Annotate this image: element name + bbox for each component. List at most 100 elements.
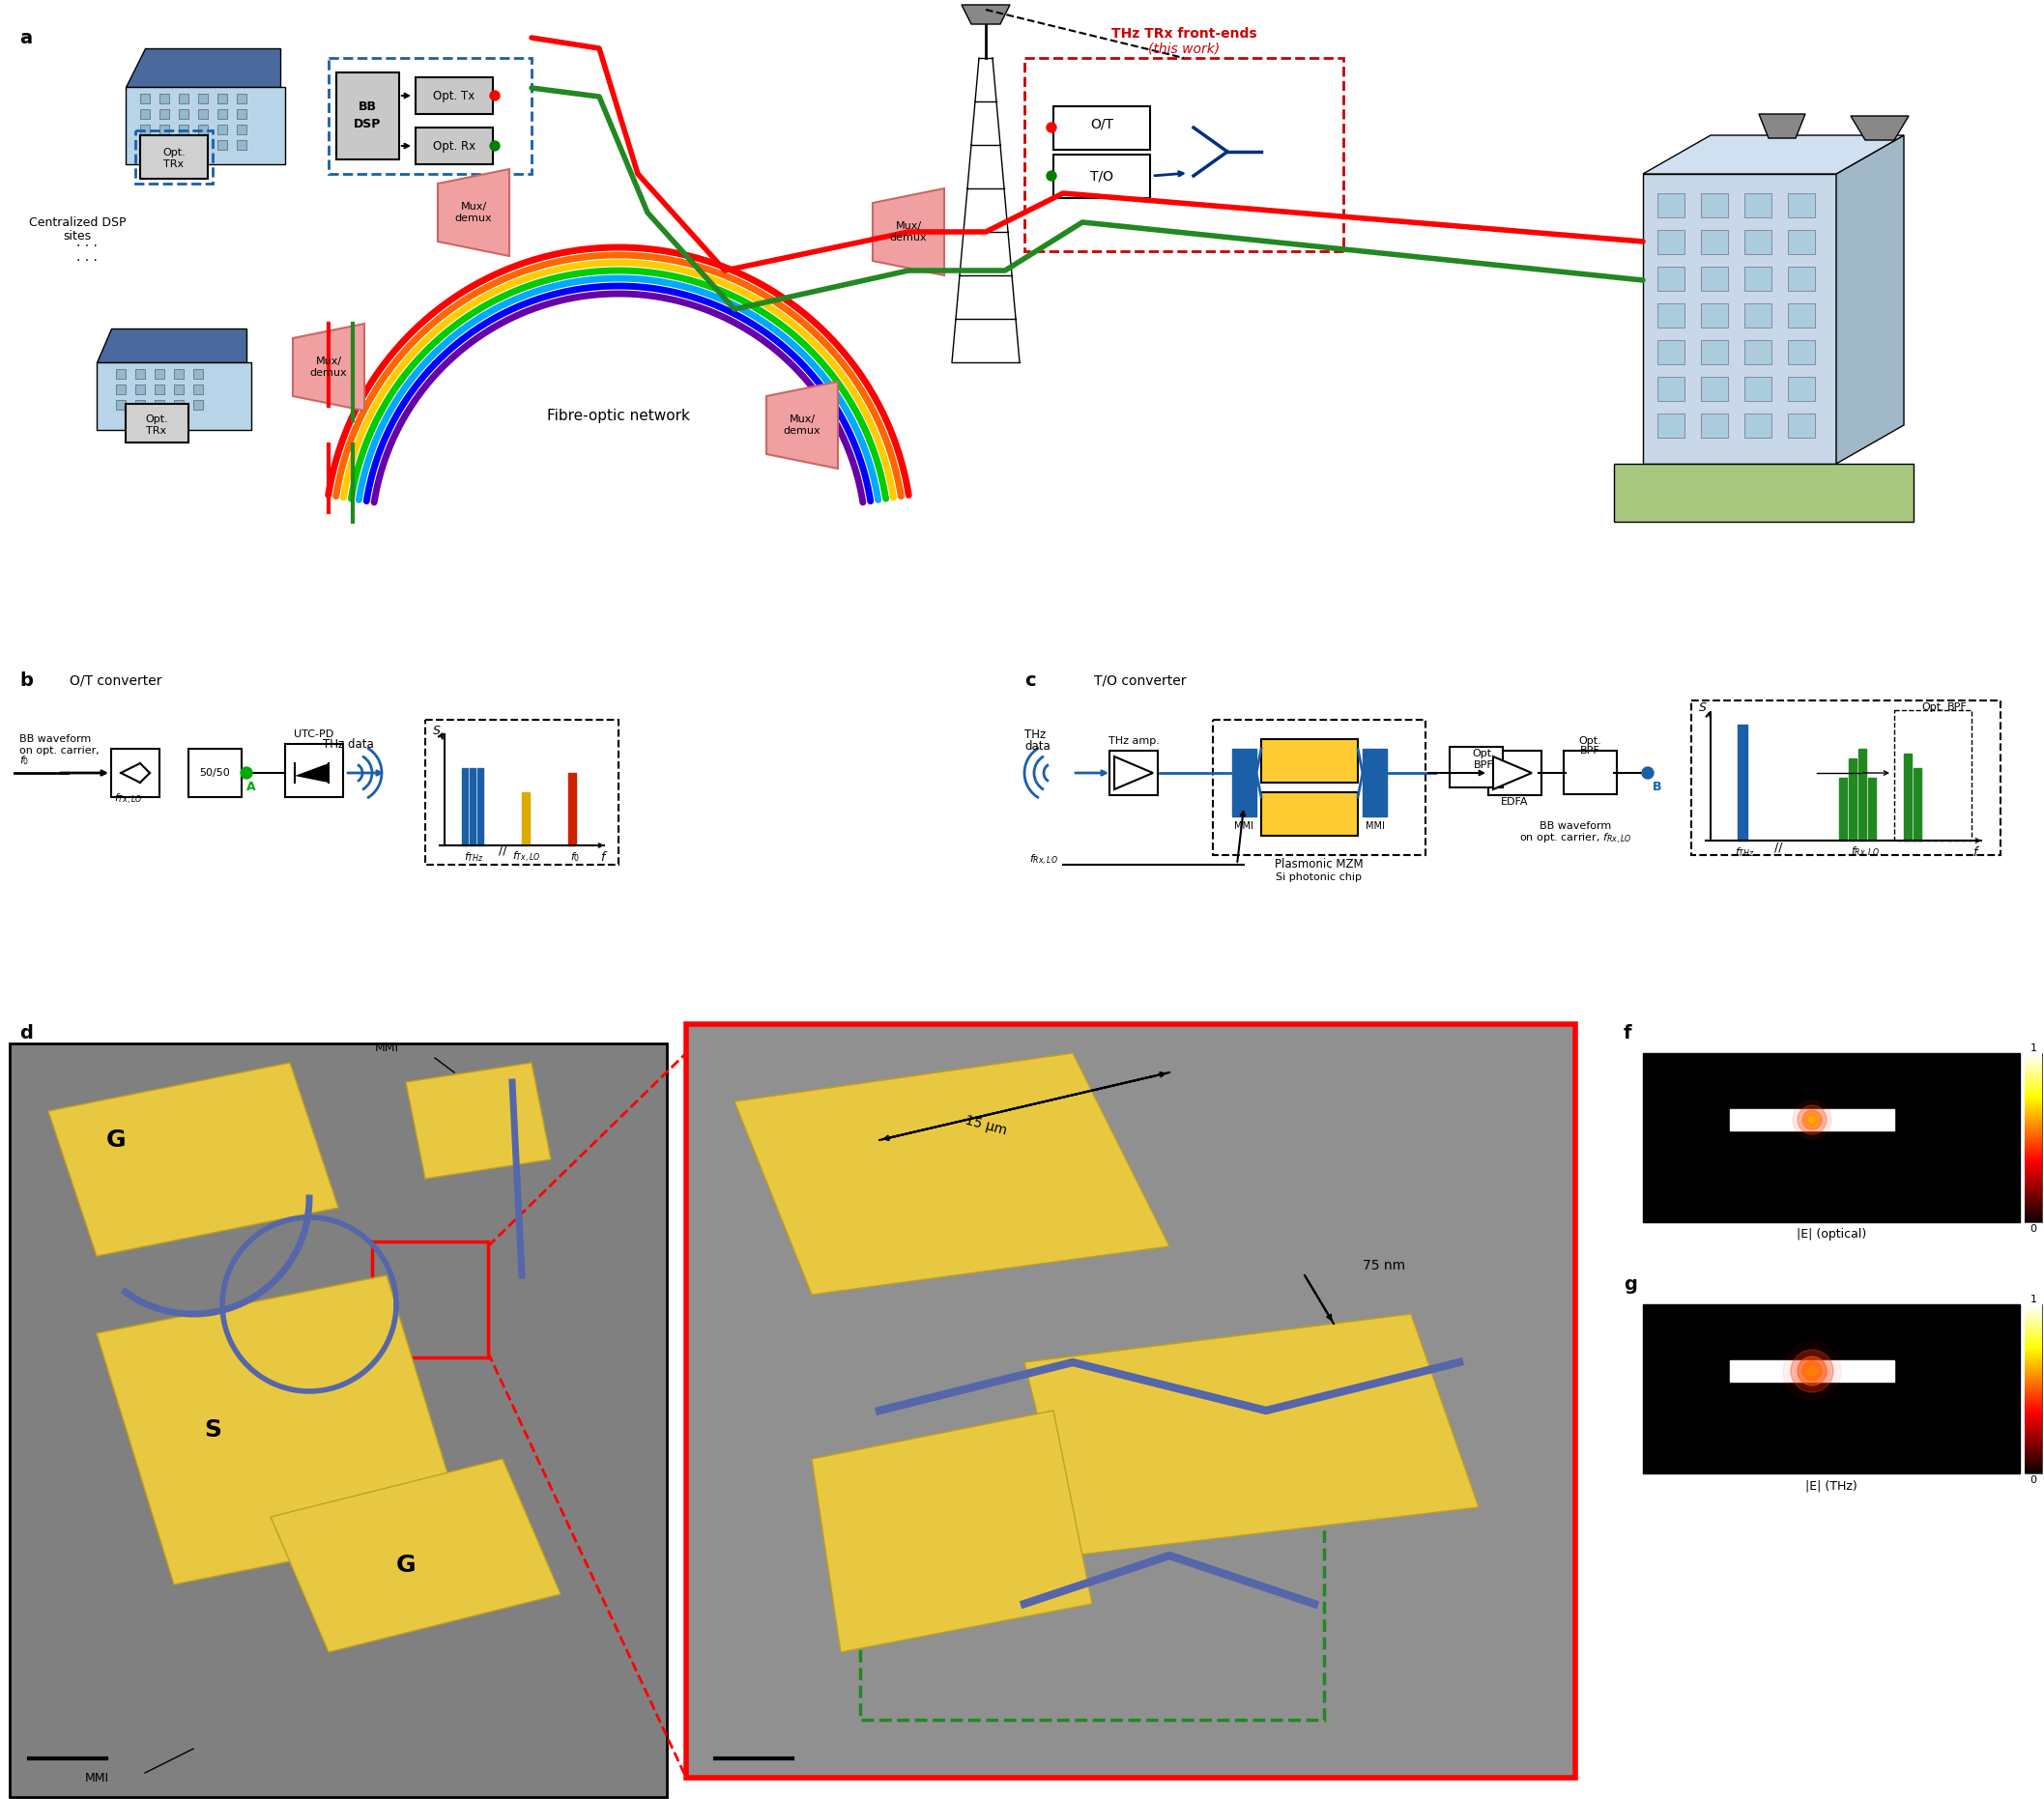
Bar (1741, 1304, 1746, 1308)
Bar (1891, 1392, 1895, 1396)
Bar (1907, 1409, 1911, 1412)
Bar (1862, 1331, 1866, 1335)
Bar (1795, 1144, 1797, 1148)
Bar (1823, 1331, 1827, 1335)
Bar (1684, 1198, 1688, 1202)
Bar (2001, 1175, 2005, 1178)
Bar (1809, 1331, 1813, 1335)
Bar (1676, 1171, 1680, 1175)
Bar (1817, 1320, 1819, 1324)
Bar (1817, 1135, 1819, 1137)
Bar (2001, 1205, 2005, 1209)
Bar (1688, 1132, 1692, 1135)
Bar (1880, 1101, 1885, 1105)
Bar (1964, 1450, 1966, 1454)
Bar (1840, 1351, 1844, 1355)
Bar (2009, 1063, 2011, 1067)
Bar (1688, 1110, 1692, 1114)
Bar (1880, 1439, 1885, 1443)
Bar (1654, 1362, 1658, 1365)
Bar (1956, 1124, 1960, 1128)
Bar (1917, 1396, 1921, 1400)
Bar (1723, 1182, 1725, 1186)
Bar (1831, 1355, 1836, 1358)
Bar (1666, 1358, 1670, 1362)
Bar (1921, 1060, 1925, 1063)
Bar (1692, 1338, 1697, 1342)
Bar (1850, 1175, 1854, 1178)
Bar (1979, 1308, 1983, 1311)
Bar (1836, 1324, 1840, 1328)
Bar (1993, 1403, 1997, 1405)
Bar (1752, 1141, 1756, 1144)
Bar (1786, 1304, 1791, 1308)
Bar (2011, 1178, 2015, 1182)
Bar (1940, 1446, 1944, 1450)
Bar (1921, 1304, 1925, 1308)
Bar (1654, 1416, 1658, 1419)
Bar (1854, 1358, 1858, 1362)
Bar (2011, 1328, 2015, 1331)
Bar (1960, 1328, 1964, 1331)
Bar (2011, 1074, 2015, 1078)
Bar (1866, 1171, 1868, 1175)
Bar (1782, 1311, 1786, 1315)
Bar (1674, 1412, 1676, 1416)
Bar (1666, 1373, 1670, 1376)
Bar (1925, 1155, 1930, 1159)
Bar (1711, 1079, 1715, 1083)
Bar (1778, 1403, 1782, 1405)
Bar (1872, 1209, 1876, 1213)
Bar (1997, 1186, 2001, 1189)
Bar (1737, 1137, 1741, 1141)
Bar (1895, 1416, 1899, 1419)
Text: S: S (433, 725, 442, 738)
Bar (1805, 1432, 1809, 1436)
Bar (1917, 1358, 1921, 1362)
Bar (1770, 1409, 1774, 1412)
Bar (1674, 1439, 1676, 1443)
Bar (2011, 1403, 2015, 1405)
Bar (1723, 1470, 1725, 1473)
Bar (1680, 1106, 1684, 1110)
Bar (1723, 1365, 1725, 1369)
Bar (1966, 1128, 1970, 1132)
Bar (1756, 1412, 1760, 1416)
Bar (1782, 1351, 1786, 1355)
Bar (1952, 1466, 1956, 1470)
Bar (1707, 1358, 1711, 1362)
Bar (1692, 1355, 1697, 1358)
Bar (1970, 1369, 1975, 1373)
Bar (2009, 1385, 2011, 1389)
Bar (1844, 1324, 1846, 1328)
Bar (1823, 1439, 1827, 1443)
Bar (1966, 1087, 1970, 1090)
Bar (1993, 1331, 1997, 1335)
Bar (1786, 1074, 1791, 1078)
Bar (1840, 1067, 1844, 1070)
Bar (1872, 1376, 1876, 1378)
Bar (1895, 1171, 1899, 1175)
Bar (2011, 1409, 2015, 1412)
Bar (1643, 1079, 1647, 1083)
Bar (1907, 1218, 1911, 1222)
Bar (1703, 1128, 1707, 1132)
Bar (1966, 1060, 1970, 1063)
Bar (1797, 1067, 1801, 1070)
Bar (1760, 1319, 1764, 1320)
Bar (1975, 1439, 1979, 1443)
Bar (1791, 1074, 1795, 1078)
Bar (1658, 1416, 1662, 1419)
Bar (2011, 1396, 2015, 1400)
Bar (1889, 1106, 1891, 1110)
Bar (1707, 1164, 1711, 1168)
Bar (1891, 1074, 1895, 1078)
Bar (1944, 1392, 1948, 1396)
Bar (1692, 1114, 1697, 1117)
Bar (1760, 1106, 1764, 1110)
Bar (1899, 1446, 1903, 1450)
Bar (1891, 1412, 1895, 1416)
Bar (1915, 1459, 1917, 1463)
Bar (1801, 1151, 1805, 1155)
Bar (1979, 1070, 1983, 1074)
